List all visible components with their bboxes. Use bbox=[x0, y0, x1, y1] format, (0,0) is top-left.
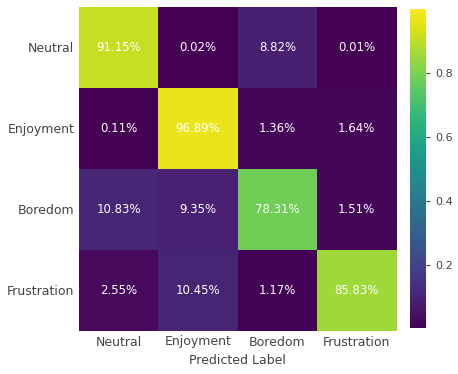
Text: 0.01%: 0.01% bbox=[338, 41, 375, 54]
Text: 10.83%: 10.83% bbox=[97, 203, 141, 216]
Text: 1.36%: 1.36% bbox=[259, 122, 296, 135]
Text: 96.89%: 96.89% bbox=[176, 122, 220, 135]
Text: 8.82%: 8.82% bbox=[259, 41, 296, 54]
Text: 9.35%: 9.35% bbox=[180, 203, 217, 216]
Text: 0.02%: 0.02% bbox=[180, 41, 217, 54]
Text: 1.51%: 1.51% bbox=[338, 203, 376, 216]
Text: 78.31%: 78.31% bbox=[255, 203, 300, 216]
Text: 1.64%: 1.64% bbox=[338, 122, 376, 135]
Text: 91.15%: 91.15% bbox=[97, 41, 141, 54]
X-axis label: Predicted Label: Predicted Label bbox=[189, 354, 286, 367]
Text: 2.55%: 2.55% bbox=[100, 283, 137, 297]
Text: 1.17%: 1.17% bbox=[259, 283, 296, 297]
Text: 10.45%: 10.45% bbox=[176, 283, 220, 297]
Text: 85.83%: 85.83% bbox=[334, 283, 379, 297]
Text: 0.11%: 0.11% bbox=[100, 122, 137, 135]
